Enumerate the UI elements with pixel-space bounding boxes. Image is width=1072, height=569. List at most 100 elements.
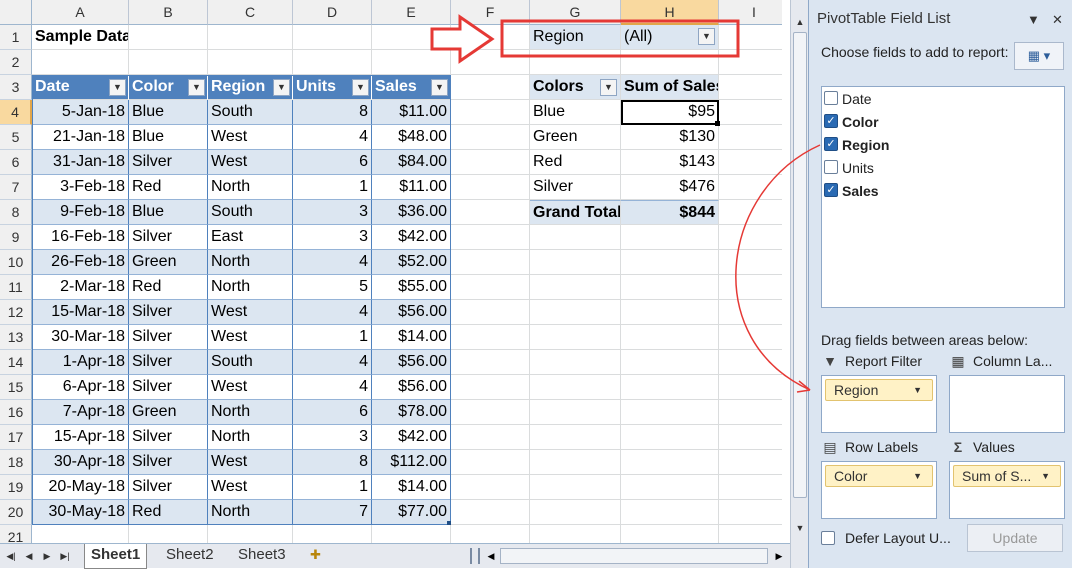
cell-blank[interactable] [451, 475, 530, 500]
cell-blank[interactable] [451, 200, 530, 225]
row-header[interactable]: 21 [0, 525, 32, 543]
cell-blank[interactable] [451, 150, 530, 175]
cell-blank[interactable] [451, 75, 530, 100]
table-cell[interactable]: Green [129, 400, 208, 425]
cell-blank[interactable] [293, 50, 372, 75]
select-all-corner[interactable] [0, 0, 32, 25]
table-cell[interactable]: 4 [293, 250, 372, 275]
cell-blank[interactable] [530, 300, 621, 325]
field-checkbox[interactable] [824, 160, 838, 174]
row-header[interactable]: 17 [0, 425, 32, 450]
table-cell[interactable]: $84.00 [372, 150, 451, 175]
cell-blank[interactable] [530, 475, 621, 500]
table-cell[interactable]: 8 [293, 100, 372, 125]
table-cell[interactable]: 2-Mar-18 [32, 275, 129, 300]
row-header[interactable]: 11 [0, 275, 32, 300]
cell-blank[interactable] [621, 225, 719, 250]
sheet-tab-2[interactable]: Sheet2 [166, 546, 214, 563]
row-header[interactable]: 8 [0, 200, 32, 225]
table-cell[interactable]: 21-Jan-18 [32, 125, 129, 150]
row-header[interactable]: 10 [0, 250, 32, 275]
cell-blank[interactable] [530, 325, 621, 350]
first-sheet-icon[interactable]: ◀| [6, 551, 16, 561]
pivot-filter-dropdown-icon[interactable]: ▼ [698, 28, 715, 45]
cell-blank[interactable] [451, 250, 530, 275]
cell-blank[interactable] [621, 375, 719, 400]
insert-sheet-icon[interactable]: ✚ [310, 547, 321, 562]
cell-blank[interactable] [719, 75, 782, 100]
table-cell[interactable]: Silver [129, 225, 208, 250]
layout-options-button[interactable]: ▦ ▾ [1014, 42, 1064, 70]
row-header[interactable]: 4 [0, 100, 32, 125]
row-labels-area[interactable]: Color ▼ [821, 461, 937, 519]
row-header[interactable]: 13 [0, 325, 32, 350]
column-header[interactable]: E [372, 0, 451, 25]
scroll-right-icon[interactable]: ▶ [775, 551, 783, 561]
field-checkbox[interactable]: ✓ [824, 114, 838, 128]
field-checkbox[interactable]: ✓ [824, 137, 838, 151]
cell-blank[interactable] [208, 50, 293, 75]
pivot-grand-total-label[interactable]: Grand Total [530, 200, 621, 225]
cell-blank[interactable] [719, 225, 782, 250]
chip-dropdown-icon[interactable]: ▼ [913, 471, 922, 481]
column-labels-area[interactable] [949, 375, 1065, 433]
row-header[interactable]: 5 [0, 125, 32, 150]
filter-dropdown-icon[interactable]: ▼ [352, 79, 369, 96]
column-header[interactable]: C [208, 0, 293, 25]
cell-blank[interactable] [451, 525, 530, 543]
row-header[interactable]: 3 [0, 75, 32, 100]
table-cell[interactable]: West [208, 150, 293, 175]
table-cell[interactable]: $42.00 [372, 225, 451, 250]
table-cell[interactable]: Blue [129, 125, 208, 150]
cell-blank[interactable] [451, 425, 530, 450]
vertical-scroll-thumb[interactable] [793, 32, 807, 498]
cell-blank[interactable] [621, 450, 719, 475]
table-cell[interactable]: $55.00 [372, 275, 451, 300]
pivot-row-label[interactable]: Silver [530, 175, 621, 200]
cell-blank[interactable] [129, 25, 208, 50]
cell-blank[interactable] [719, 175, 782, 200]
table-cell[interactable]: Blue [129, 200, 208, 225]
table-cell[interactable]: 1-Apr-18 [32, 350, 129, 375]
table-cell[interactable]: $77.00 [372, 500, 451, 525]
table-cell[interactable]: Silver [129, 150, 208, 175]
table-cell[interactable]: West [208, 300, 293, 325]
next-sheet-icon[interactable]: ▶ [43, 551, 51, 561]
table-cell[interactable]: 15-Apr-18 [32, 425, 129, 450]
last-sheet-icon[interactable]: ▶| [60, 551, 70, 561]
pane-menu-chevron-icon[interactable]: ▼ [1027, 12, 1040, 27]
table-cell[interactable]: 30-May-18 [32, 500, 129, 525]
pivot-value-header[interactable]: Sum of Sales [621, 75, 719, 100]
table-cell[interactable]: 1 [293, 325, 372, 350]
cell-blank[interactable] [719, 25, 782, 50]
row-header[interactable]: 6 [0, 150, 32, 175]
table-resize-handle[interactable] [447, 521, 451, 525]
cell-blank[interactable] [530, 50, 621, 75]
table-cell[interactable]: 4 [293, 375, 372, 400]
table-cell[interactable]: 4 [293, 350, 372, 375]
cell-blank[interactable] [621, 300, 719, 325]
table-cell[interactable]: $112.00 [372, 450, 451, 475]
table-cell[interactable]: 3 [293, 200, 372, 225]
cell-blank[interactable] [719, 125, 782, 150]
cell-blank[interactable] [530, 225, 621, 250]
table-cell[interactable]: 4 [293, 300, 372, 325]
prev-sheet-icon[interactable]: ◀ [25, 551, 33, 561]
cell-blank[interactable] [451, 100, 530, 125]
cell-blank[interactable] [451, 400, 530, 425]
cell-blank[interactable] [372, 25, 451, 50]
table-cell[interactable]: $56.00 [372, 300, 451, 325]
cell-blank[interactable] [621, 250, 719, 275]
row-header[interactable]: 1 [0, 25, 32, 50]
row-header[interactable]: 14 [0, 350, 32, 375]
scroll-down-icon[interactable]: ▼ [795, 523, 805, 533]
cell-blank[interactable] [372, 50, 451, 75]
table-cell[interactable]: 6 [293, 400, 372, 425]
table-cell[interactable]: $52.00 [372, 250, 451, 275]
cell-blank[interactable] [530, 275, 621, 300]
update-button[interactable]: Update [967, 524, 1063, 552]
cell-blank[interactable] [621, 500, 719, 525]
cell-blank[interactable] [719, 150, 782, 175]
vertical-scrollbar[interactable]: ▲ ▼ [790, 0, 808, 568]
